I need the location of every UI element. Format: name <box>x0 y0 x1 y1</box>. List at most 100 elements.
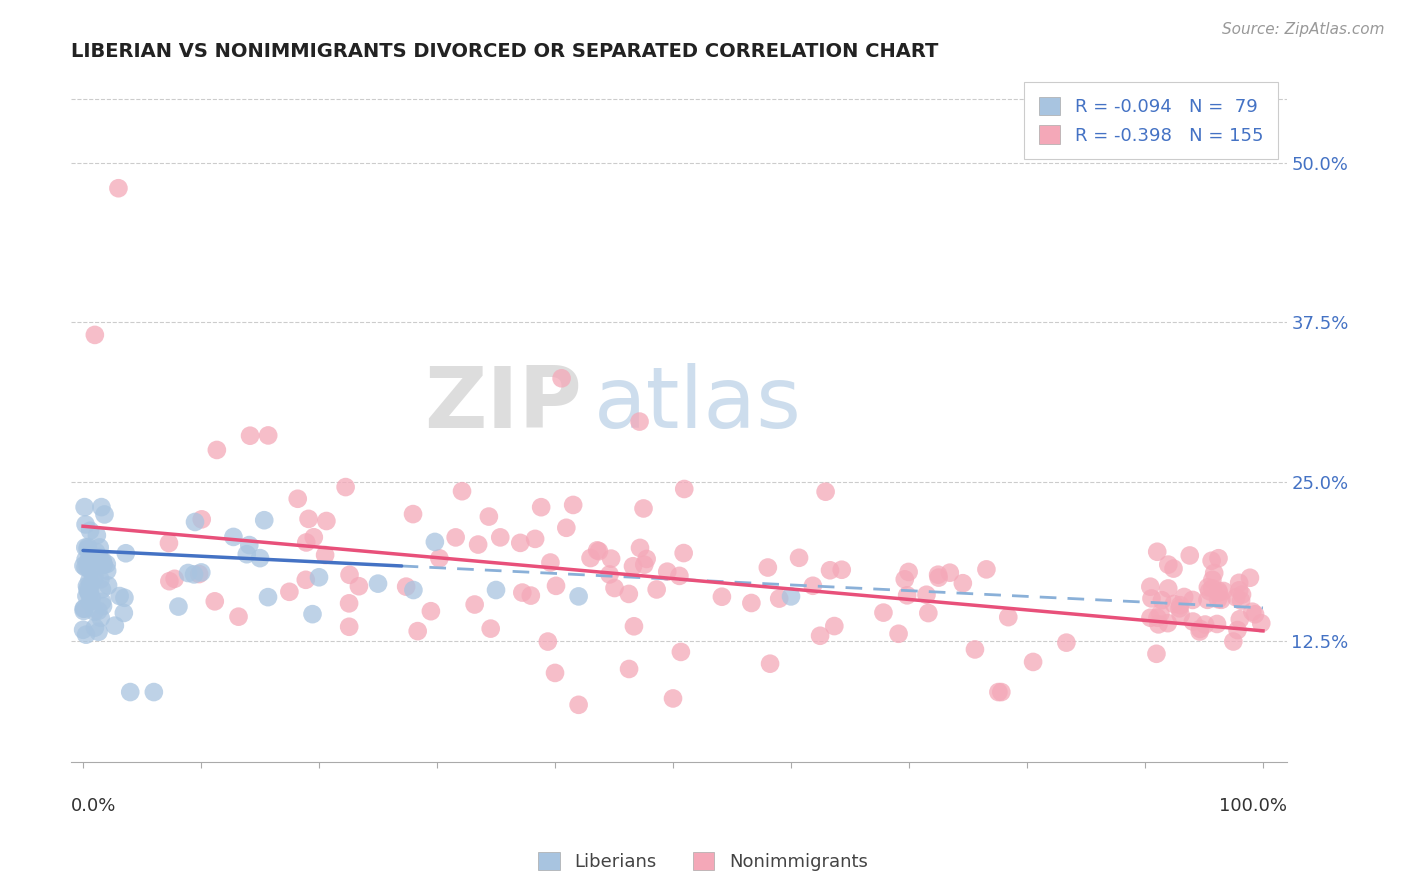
Point <box>204 594 226 608</box>
Point <box>157 536 180 550</box>
Point <box>756 560 779 574</box>
Point <box>367 576 389 591</box>
Point <box>1188 624 1211 639</box>
Point <box>510 585 533 599</box>
Point <box>997 610 1019 624</box>
Point <box>91 582 114 597</box>
Point <box>257 590 280 604</box>
Point <box>96 557 118 571</box>
Point <box>87 604 110 618</box>
Point <box>520 589 543 603</box>
Text: Source: ZipAtlas.com: Source: ZipAtlas.com <box>1222 22 1385 37</box>
Point <box>530 500 553 515</box>
Point <box>768 591 790 606</box>
Point <box>142 685 165 699</box>
Point <box>579 551 602 566</box>
Point <box>183 567 205 582</box>
Point <box>228 609 250 624</box>
Point <box>1201 573 1223 587</box>
Point <box>927 567 949 582</box>
Point <box>1173 590 1195 604</box>
Point <box>787 550 810 565</box>
Point <box>586 543 609 558</box>
Point <box>107 181 129 195</box>
Point <box>673 482 696 496</box>
Point <box>76 579 98 593</box>
Point <box>1168 598 1191 612</box>
Point <box>633 501 655 516</box>
Point <box>1054 635 1077 649</box>
Point <box>96 564 118 578</box>
Point <box>157 574 180 589</box>
Point <box>177 566 200 580</box>
Point <box>1197 592 1219 607</box>
Point <box>84 545 107 559</box>
Legend: Liberians, Nonimmigrants: Liberians, Nonimmigrants <box>531 845 875 879</box>
Point <box>1211 592 1233 607</box>
Point <box>550 371 572 385</box>
Point <box>928 571 950 585</box>
Point <box>976 562 998 576</box>
Text: 100.0%: 100.0% <box>1219 797 1286 814</box>
Point <box>808 629 831 643</box>
Point <box>555 521 578 535</box>
Point <box>1198 584 1220 599</box>
Point <box>91 553 114 567</box>
Point <box>1168 601 1191 615</box>
Point <box>1239 571 1261 585</box>
Point <box>814 484 837 499</box>
Point <box>1208 583 1230 598</box>
Point <box>478 509 501 524</box>
Point <box>79 524 101 538</box>
Point <box>89 550 111 565</box>
Point <box>896 588 918 602</box>
Point <box>163 572 186 586</box>
Point <box>568 698 591 712</box>
Point <box>86 528 108 542</box>
Point <box>302 530 325 544</box>
Point <box>97 578 120 592</box>
Point <box>314 548 336 562</box>
Point <box>114 546 136 560</box>
Point <box>893 572 915 586</box>
Point <box>1146 611 1168 625</box>
Point <box>1146 647 1168 661</box>
Point <box>872 606 894 620</box>
Point <box>1146 545 1168 559</box>
Point <box>485 582 508 597</box>
Point <box>83 605 105 619</box>
Point <box>537 634 560 648</box>
Point <box>1163 561 1185 575</box>
Point <box>1244 607 1267 622</box>
Point <box>222 530 245 544</box>
Point <box>423 535 446 549</box>
Point <box>347 579 370 593</box>
Point <box>80 591 103 606</box>
Point <box>84 621 107 635</box>
Point <box>73 601 96 615</box>
Point <box>79 579 101 593</box>
Point <box>79 595 101 609</box>
Point <box>915 588 938 602</box>
Point <box>544 579 567 593</box>
Point <box>1147 617 1170 632</box>
Point <box>112 606 135 620</box>
Point <box>1181 593 1204 607</box>
Point <box>419 604 441 618</box>
Point <box>1170 607 1192 622</box>
Point <box>657 565 679 579</box>
Point <box>77 584 100 599</box>
Point <box>73 604 96 618</box>
Point <box>1241 605 1264 619</box>
Point <box>600 551 623 566</box>
Point <box>524 532 547 546</box>
Point <box>831 563 853 577</box>
Point <box>238 538 260 552</box>
Point <box>77 586 100 600</box>
Point <box>337 620 360 634</box>
Point <box>77 554 100 568</box>
Point <box>1250 616 1272 631</box>
Point <box>104 618 127 632</box>
Point <box>295 535 318 549</box>
Point <box>1181 615 1204 629</box>
